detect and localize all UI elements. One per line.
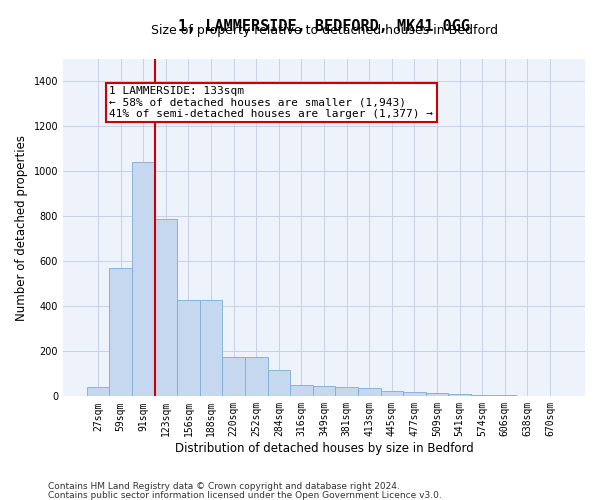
Text: Contains HM Land Registry data © Crown copyright and database right 2024.: Contains HM Land Registry data © Crown c… [48, 482, 400, 491]
Bar [358, 388, 380, 396]
Bar [403, 392, 426, 396]
Bar [426, 393, 448, 396]
Bar [335, 388, 358, 396]
Text: 1 LAMMERSIDE: 133sqm
← 58% of detached houses are smaller (1,943)
41% of semi-de: 1 LAMMERSIDE: 133sqm ← 58% of detached h… [109, 86, 433, 119]
Bar [245, 357, 268, 397]
Bar [290, 385, 313, 396]
Text: 1, LAMMERSIDE, BEDFORD, MK41 0GG: 1, LAMMERSIDE, BEDFORD, MK41 0GG [178, 18, 470, 34]
Text: Contains public sector information licensed under the Open Government Licence v3: Contains public sector information licen… [48, 490, 442, 500]
Bar [380, 392, 403, 396]
Bar [132, 162, 155, 396]
Y-axis label: Number of detached properties: Number of detached properties [15, 134, 28, 320]
Bar [448, 394, 471, 396]
Bar [223, 357, 245, 397]
Bar [87, 388, 109, 396]
Bar [268, 370, 290, 396]
X-axis label: Distribution of detached houses by size in Bedford: Distribution of detached houses by size … [175, 442, 473, 455]
Bar [109, 268, 132, 396]
Bar [155, 218, 177, 396]
Bar [313, 386, 335, 396]
Bar [471, 395, 493, 396]
Bar [177, 300, 200, 396]
Bar [200, 300, 223, 396]
Title: Size of property relative to detached houses in Bedford: Size of property relative to detached ho… [151, 24, 497, 37]
